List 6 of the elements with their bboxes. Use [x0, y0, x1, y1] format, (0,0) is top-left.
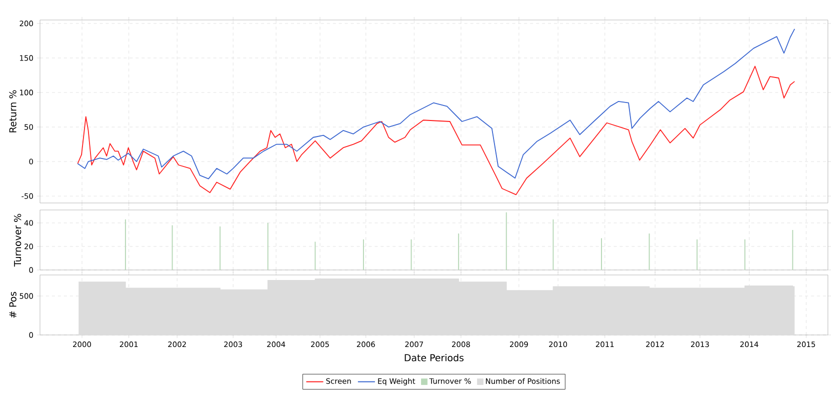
y-axis-title: # Pos [9, 292, 16, 318]
y-axis-title: Turnover % [14, 214, 22, 267]
y-axis-title: Return % [9, 90, 16, 132]
line-series [77, 66, 796, 196]
line-series [77, 28, 796, 180]
x-axis-title: Date Periods [404, 354, 464, 362]
